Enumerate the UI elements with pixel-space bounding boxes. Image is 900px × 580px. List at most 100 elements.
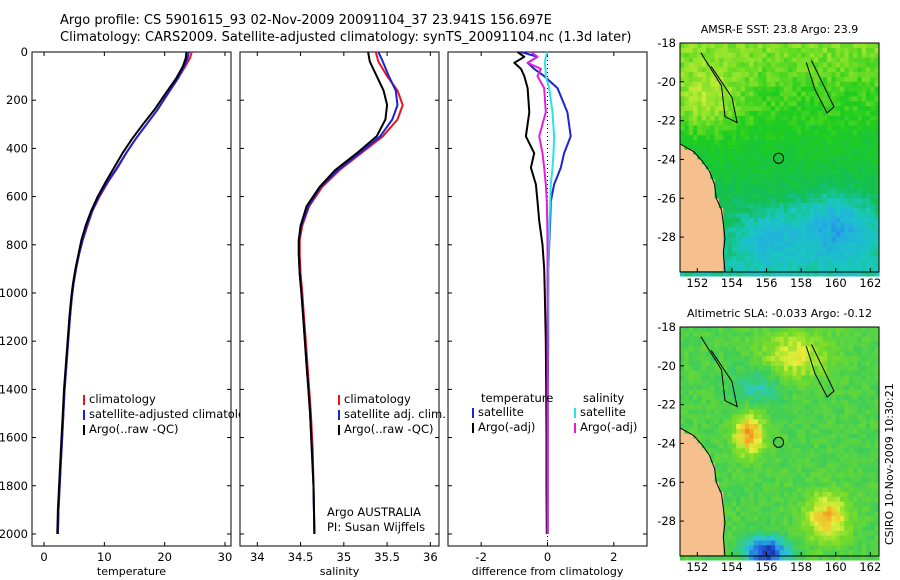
map-cell	[727, 361, 733, 367]
map-cell	[706, 140, 711, 146]
map-cell	[749, 140, 755, 146]
map-cell	[723, 47, 729, 54]
map-cell	[848, 399, 854, 406]
map-cell	[805, 91, 811, 97]
legend-label: Argo(..raw -QC)	[89, 422, 179, 436]
map-cell	[835, 241, 841, 248]
map-cell	[680, 487, 685, 493]
map-cell	[744, 390, 750, 396]
map-cell	[762, 77, 768, 83]
map-cell	[870, 52, 876, 59]
map-cell	[870, 43, 876, 49]
map-cell	[814, 81, 819, 88]
map-cell	[818, 331, 824, 338]
map-cell	[866, 365, 871, 372]
map-cell	[801, 477, 806, 483]
map-cell	[766, 380, 772, 386]
map-cell	[749, 453, 755, 459]
map-cell	[718, 433, 724, 440]
map-cell	[866, 487, 871, 493]
map-cell	[744, 57, 750, 64]
map-cell	[827, 394, 832, 401]
map-cell	[827, 159, 832, 165]
map-cell	[757, 409, 763, 415]
map-cell	[827, 120, 832, 127]
map-cell	[727, 550, 733, 556]
map-cell	[693, 327, 698, 333]
map-cell	[731, 370, 737, 377]
map-cell	[688, 174, 694, 180]
map-cell	[792, 419, 798, 425]
map-cell	[697, 375, 703, 381]
map-cell	[710, 135, 716, 141]
map-cell	[744, 351, 750, 357]
map-cell	[706, 237, 711, 243]
map-cell	[736, 545, 742, 551]
map-cell	[857, 125, 863, 131]
map-cell	[844, 516, 850, 522]
map-cell	[848, 261, 854, 267]
map-cell	[736, 227, 742, 233]
map-cell	[874, 477, 880, 483]
map-cell	[818, 336, 824, 343]
map-cell	[822, 52, 828, 59]
map-cell	[853, 188, 858, 195]
map-cell	[796, 487, 802, 493]
map-cell	[731, 521, 737, 527]
map-cell	[757, 47, 763, 54]
map-cell	[762, 462, 768, 469]
map-cell	[740, 511, 746, 517]
map-cell	[874, 135, 880, 141]
map-cell	[848, 327, 854, 333]
legend-header: salinity	[583, 391, 624, 405]
map-cell	[684, 438, 690, 445]
map-cell	[770, 555, 776, 561]
map-cell	[801, 120, 806, 127]
map-cell	[809, 217, 815, 224]
map-cell	[766, 266, 772, 272]
map-cell	[680, 521, 685, 527]
map-cell	[749, 261, 755, 267]
map-cell	[770, 271, 776, 277]
map-cell	[714, 438, 720, 445]
map-cell	[788, 62, 794, 68]
map-cell	[688, 115, 694, 122]
map-cell	[753, 399, 759, 406]
map-cell	[718, 43, 724, 49]
map-cell	[814, 477, 819, 483]
map-cell	[840, 140, 845, 146]
map-cell	[827, 351, 832, 357]
map-cell	[870, 57, 876, 64]
map-cell	[697, 370, 703, 377]
map-cell	[874, 409, 880, 415]
map-cell	[874, 351, 880, 357]
map-cell	[844, 506, 850, 512]
map-cell	[801, 419, 806, 425]
map-cell	[805, 394, 811, 401]
map-cell	[680, 52, 685, 59]
map-frame	[679, 326, 880, 557]
map-cell	[827, 188, 832, 195]
map-cell	[744, 482, 750, 488]
map-cell	[731, 399, 737, 406]
map-cell	[848, 96, 854, 102]
map-cell	[814, 144, 819, 151]
map-cell	[731, 525, 737, 532]
map-cell	[710, 101, 716, 107]
map-cell	[710, 521, 716, 527]
map-cell	[822, 115, 828, 122]
map-cell	[814, 193, 819, 199]
map-cell	[796, 246, 802, 253]
map-cell	[731, 222, 737, 228]
map-cell	[749, 77, 755, 83]
x-tick-label: 158	[790, 276, 812, 290]
map-cell	[801, 149, 806, 156]
map-cell	[727, 271, 733, 277]
map-cell	[762, 492, 768, 498]
map-cell	[827, 399, 832, 406]
map-cell	[766, 361, 772, 367]
map-cell	[697, 125, 703, 131]
map-cell	[779, 91, 785, 97]
map-cell	[818, 222, 824, 228]
map-cell	[844, 433, 850, 440]
